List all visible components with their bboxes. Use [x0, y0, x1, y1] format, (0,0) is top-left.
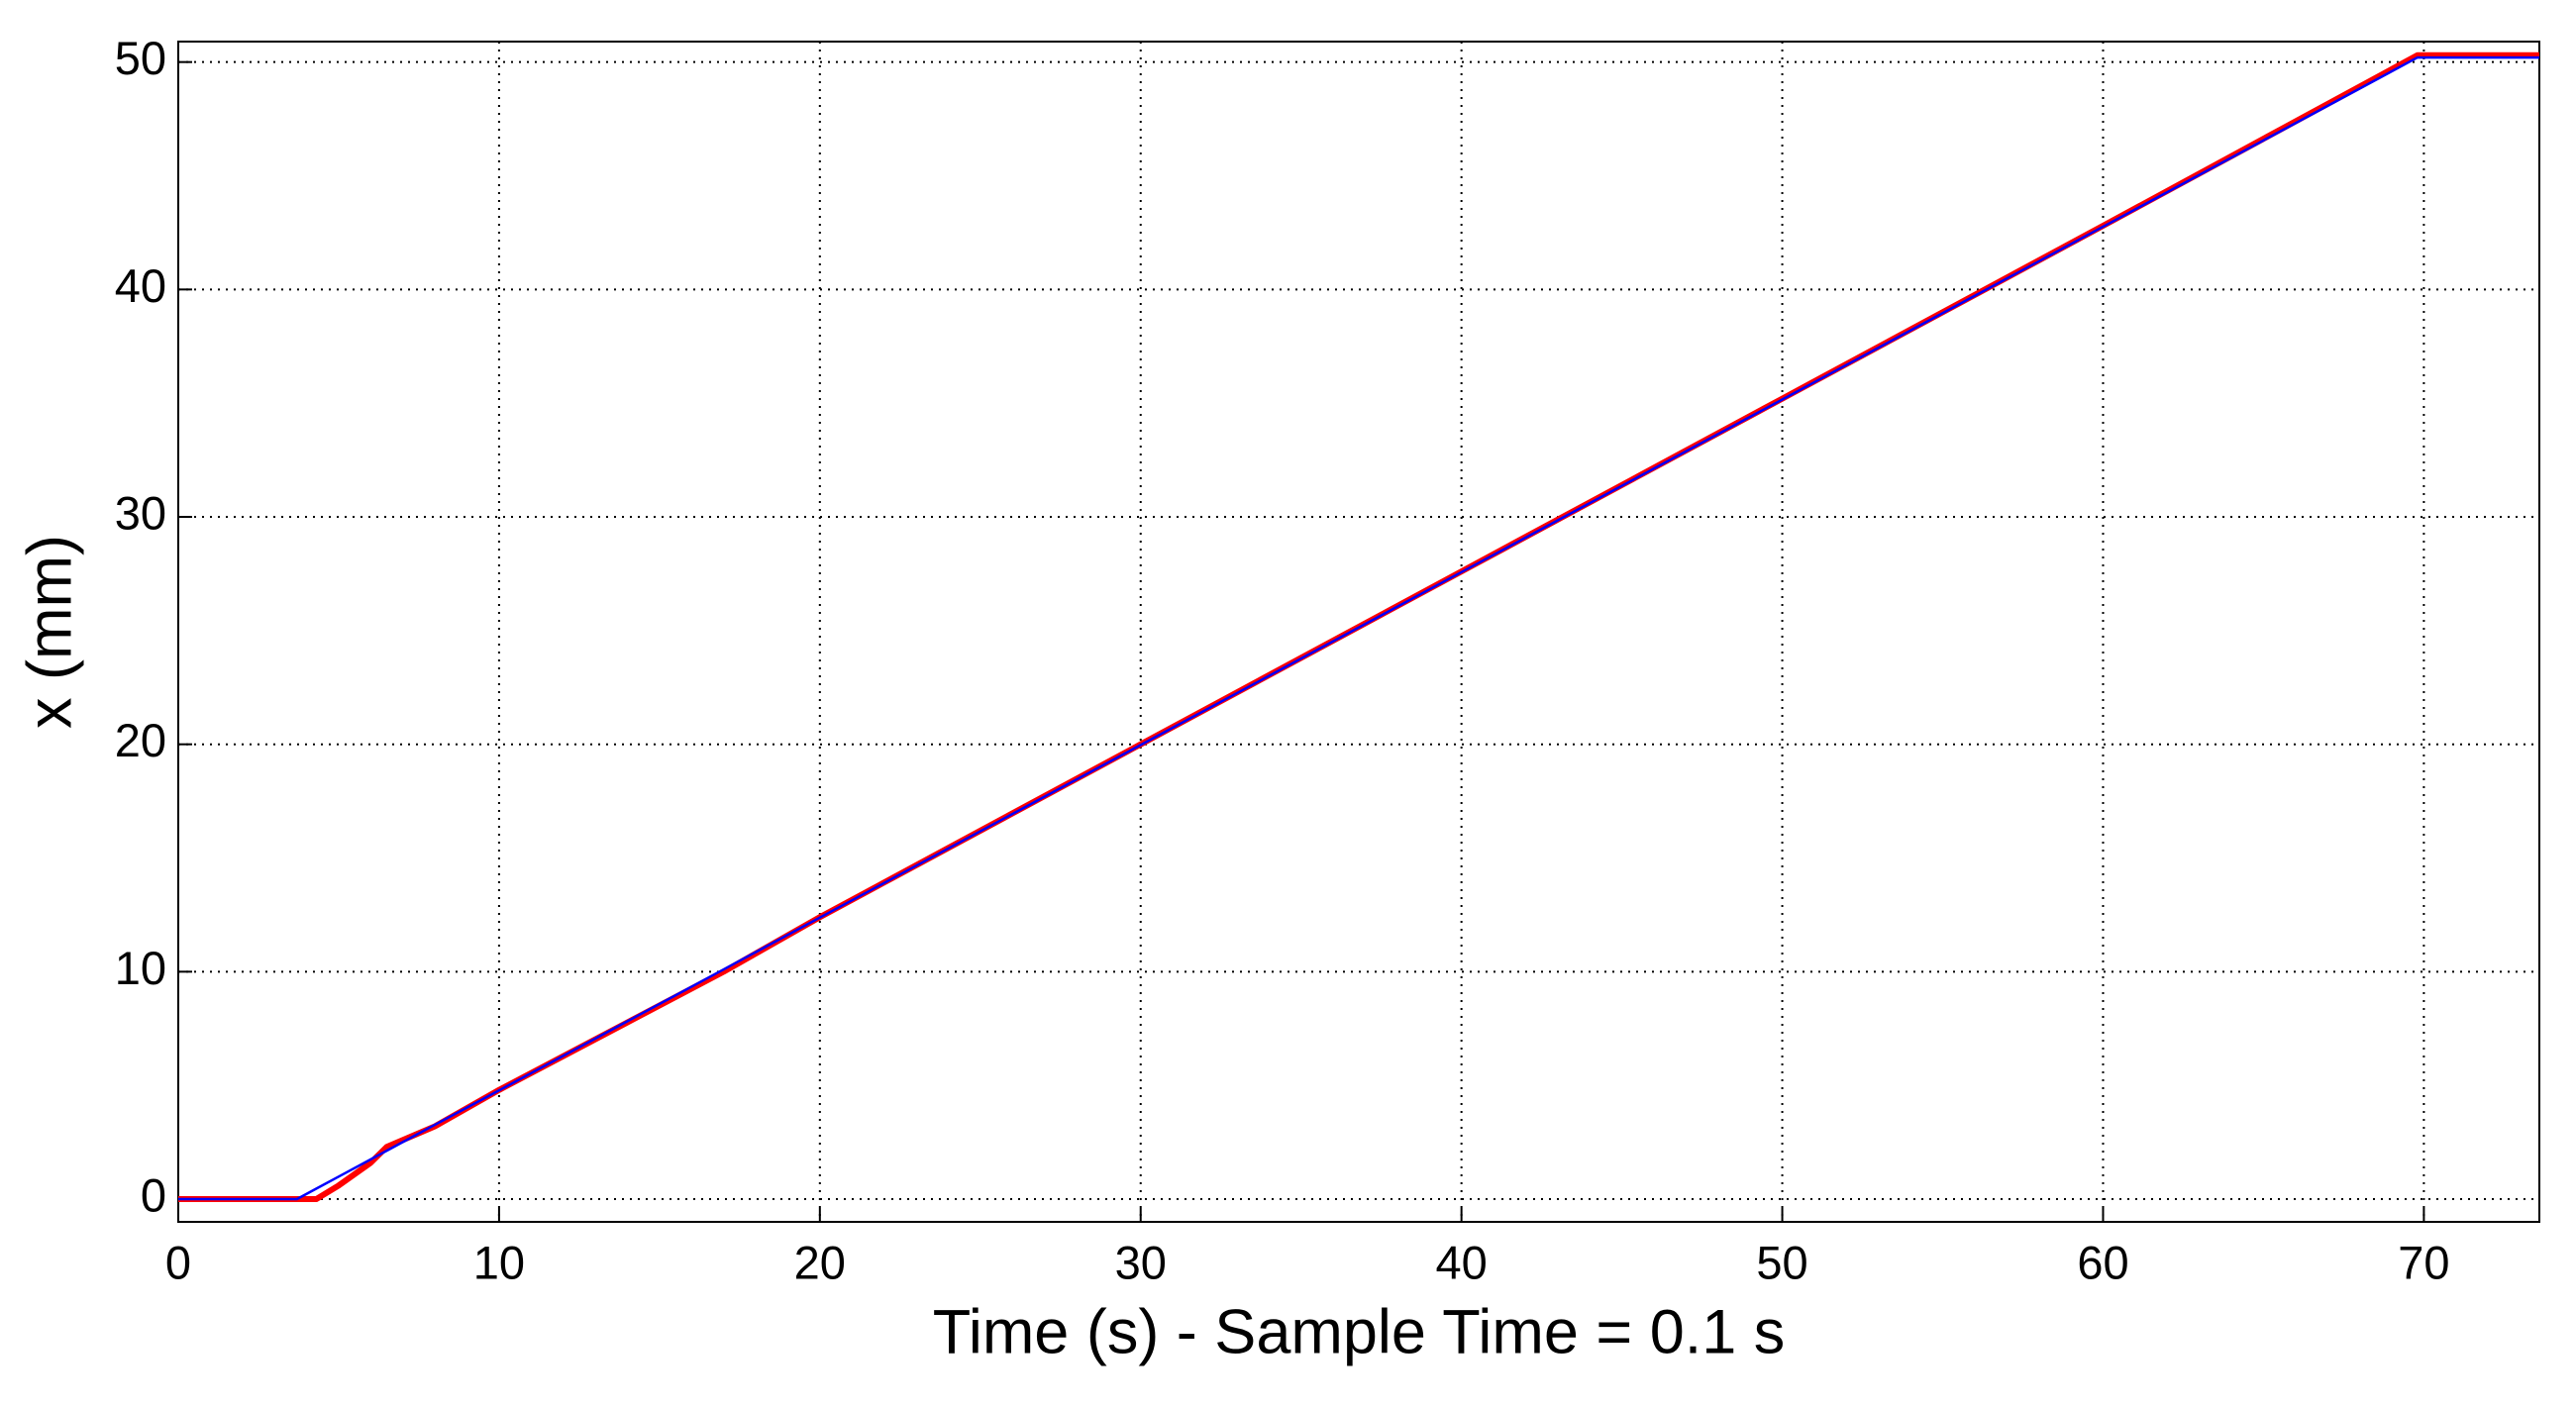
x-tick-label: 20: [794, 1236, 846, 1288]
y-tick-label: 30: [115, 486, 166, 539]
y-tick-label: 0: [141, 1168, 166, 1221]
x-tick-label: 70: [2398, 1236, 2449, 1288]
x-tick-label: 60: [2077, 1236, 2128, 1288]
data-line: [178, 55, 2539, 1201]
x-tick-label: 10: [473, 1236, 525, 1288]
x-tick-label: 30: [1115, 1236, 1167, 1288]
x-tick-label: 0: [165, 1236, 191, 1288]
y-tick-label: 10: [115, 942, 166, 994]
plot-frame: [177, 41, 2540, 1223]
x-tick-label: 50: [1756, 1236, 1807, 1288]
x-tick-label: 40: [1436, 1236, 1488, 1288]
y-tick-label: 20: [115, 714, 166, 766]
y-tick-label: 50: [115, 32, 166, 84]
y-tick-label: 40: [115, 259, 166, 312]
y-axis-label: x (mm): [16, 535, 85, 729]
x-axis-label: Time (s) - Sample Time = 0.1 s: [933, 1298, 1786, 1367]
